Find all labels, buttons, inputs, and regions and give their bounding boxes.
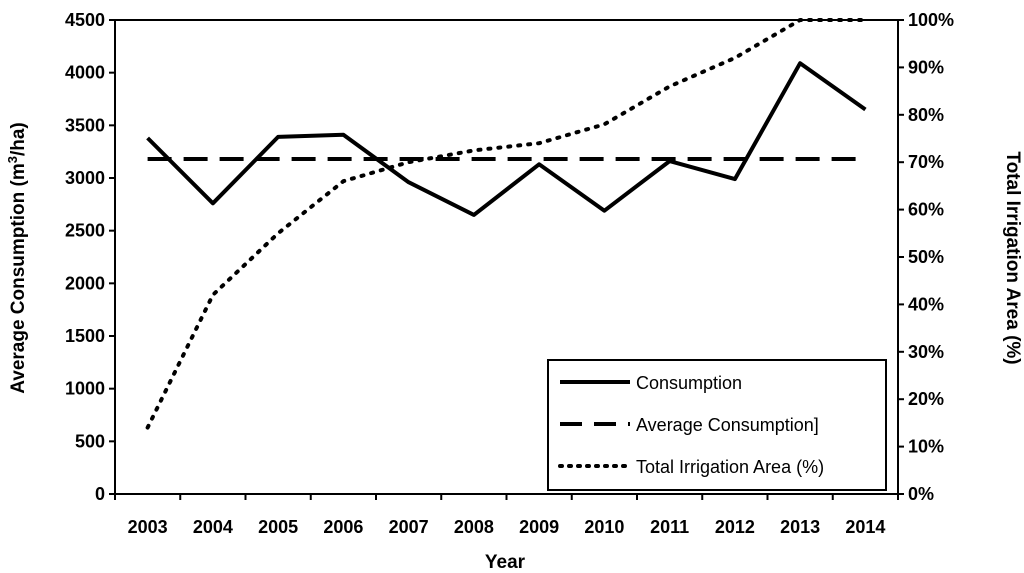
x-tick-label-7: 2010 bbox=[584, 517, 624, 537]
x-tick-label-10: 2013 bbox=[780, 517, 820, 537]
legend-label-consumption: Consumption bbox=[636, 373, 742, 393]
y-right-tick-label-3: 30% bbox=[908, 342, 944, 362]
x-tick-label-4: 2007 bbox=[389, 517, 429, 537]
y-axis-left-title-sup: 3 bbox=[5, 156, 20, 163]
x-tick-label-9: 2012 bbox=[715, 517, 755, 537]
y-right-tick-label-7: 70% bbox=[908, 152, 944, 172]
series-lines bbox=[145, 18, 868, 430]
y-right-tick-label-1: 10% bbox=[908, 437, 944, 457]
y-right-tick-label-6: 60% bbox=[908, 200, 944, 220]
x-tick-label-5: 2008 bbox=[454, 517, 494, 537]
y-left-tick-label-3: 1500 bbox=[65, 326, 105, 346]
x-tick-label-0: 2003 bbox=[128, 517, 168, 537]
x-tick-label-1: 2004 bbox=[193, 517, 233, 537]
x-tick-label-8: 2011 bbox=[650, 517, 689, 537]
y-right-tick-label-9: 90% bbox=[908, 57, 944, 77]
y-left-tick-label-9: 4500 bbox=[65, 10, 105, 30]
y-left-tick-label-6: 3000 bbox=[65, 168, 105, 188]
y-left-tick-label-4: 2000 bbox=[65, 273, 105, 293]
tick-labels: 0 500 1000 1500 2000 2500 3000 3500 4000 4500 0% 10… bbox=[65, 10, 954, 537]
y-right-tick-label-10: 100% bbox=[908, 10, 954, 30]
x-tick-label-3: 2006 bbox=[323, 517, 363, 537]
y-left-tick-label-8: 4000 bbox=[65, 63, 105, 83]
y-right-tick-label-0: 0% bbox=[908, 484, 934, 504]
x-tick-label-11: 2014 bbox=[845, 517, 885, 537]
y-axis-right-title: Total Irrigation Area (%) bbox=[1002, 151, 1023, 364]
legend: Consumption Average Consumption] Total I… bbox=[547, 359, 887, 491]
y-left-tick-label-7: 3500 bbox=[65, 115, 105, 135]
legend-label-irrigation: Total Irrigation Area (%) bbox=[636, 457, 824, 477]
y-right-tick-label-8: 80% bbox=[908, 105, 944, 125]
y-left-tick-label-1: 500 bbox=[75, 431, 105, 451]
y-left-tick-label-5: 2500 bbox=[65, 221, 105, 241]
y-right-tick-label-4: 40% bbox=[908, 294, 944, 314]
y-left-tick-label-2: 1000 bbox=[65, 379, 105, 399]
y-axis-left-title: Average Consumption (m3/ha) bbox=[5, 122, 29, 394]
x-tick-label-6: 2009 bbox=[519, 517, 559, 537]
y-axis-left-title-main: Average Consumption (m bbox=[8, 163, 29, 394]
y-right-tick-label-2: 20% bbox=[908, 389, 944, 409]
y-axis-left-title-tail: /ha) bbox=[8, 122, 29, 156]
series-line-solid bbox=[146, 61, 867, 217]
y-left-tick-label-0: 0 bbox=[95, 484, 105, 504]
series-line-dotted bbox=[145, 18, 868, 430]
x-tick-label-2: 2005 bbox=[258, 517, 298, 537]
x-axis-title: Year bbox=[485, 552, 526, 573]
axes bbox=[109, 19, 904, 500]
legend-label-average: Average Consumption] bbox=[636, 415, 819, 435]
y-right-tick-label-5: 50% bbox=[908, 247, 944, 267]
